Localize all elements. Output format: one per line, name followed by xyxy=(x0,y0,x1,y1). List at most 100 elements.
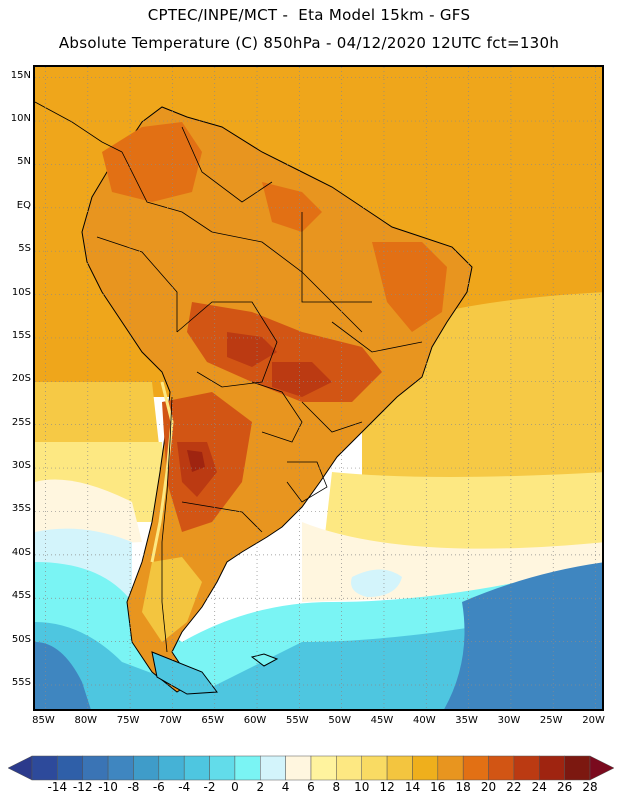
border-argentina-provinces xyxy=(181,501,263,533)
colorbar-tick-label: 24 xyxy=(531,780,547,794)
lon-tick-label: 45W xyxy=(370,715,394,726)
lat-tick-label: 5N xyxy=(17,156,31,168)
lat-tick-label: 50S xyxy=(11,633,31,645)
colorbar-tick-label: -12 xyxy=(72,780,93,794)
colorbar-swatch xyxy=(361,755,388,781)
colorbar-tick-label: -14 xyxy=(47,780,68,794)
land-cool-tierra-del-fuego xyxy=(151,651,218,695)
colorbar-tick-label: 2 xyxy=(256,780,265,794)
land-hot-north xyxy=(102,122,202,202)
lat-tick-label: 5S xyxy=(18,243,31,255)
border-argentina-chile xyxy=(161,396,173,653)
lat-tick-label: 30S xyxy=(11,460,31,472)
ocean-band-coldest-west xyxy=(35,642,91,709)
land-hottest-central xyxy=(227,332,277,367)
colorbar-tick-label: 6 xyxy=(307,780,315,794)
land-peak-chaco xyxy=(187,450,205,472)
colorbar-swatch xyxy=(488,755,515,781)
colorbar-swatch xyxy=(513,755,540,781)
colorbar-tick-label: 4 xyxy=(281,780,290,794)
colorbar-tick-label: 18 xyxy=(455,780,471,794)
lon-tick-label: 25W xyxy=(539,715,563,726)
map-title: CPTEC/INPE/MCT - Eta Model 15km - GFS xyxy=(147,6,471,24)
ocean-cold-patch-south-atlantic xyxy=(351,569,402,597)
colorbar-tick-label: -2 xyxy=(203,780,216,794)
colorbar-swatch xyxy=(386,755,413,781)
lon-tick-label: 75W xyxy=(116,715,140,726)
lon-tick-label: 35W xyxy=(455,715,478,726)
colorbar-tick-label: 28 xyxy=(582,780,598,794)
colorbar-tick-label: 10 xyxy=(354,780,370,794)
colorbar-swatch xyxy=(336,755,362,781)
border-brazil-states-2 xyxy=(331,321,423,353)
lon-tick-label: 30W xyxy=(497,715,521,726)
colorbar-tick-label: -10 xyxy=(98,780,118,794)
colorbar-tick-label: -8 xyxy=(127,780,140,794)
colorbar-over-arrow xyxy=(589,755,615,781)
lon-tick-label: 85W xyxy=(32,715,55,726)
lon-tick-label: 65W xyxy=(201,715,225,726)
colorbar-tick-label: 26 xyxy=(556,780,573,794)
lon-tick-label: 70W xyxy=(159,715,182,726)
lat-tick-label: 15S xyxy=(11,329,31,341)
lat-tick-label: 10N xyxy=(10,113,31,125)
map-frame xyxy=(33,65,604,711)
colorbar-swatch xyxy=(310,755,337,781)
lat-tick-label: 45S xyxy=(11,590,31,602)
colorbar-swatch xyxy=(107,755,134,781)
colorbar-tick-label: 16 xyxy=(430,780,446,794)
map-subtitle: Absolute Temperature (C) 850hPa - 04/12/… xyxy=(58,34,560,52)
lon-tick-label: 40W xyxy=(412,715,436,726)
colorbar-swatch xyxy=(260,755,286,781)
colorbar-tick-label: -4 xyxy=(178,780,191,794)
land-hot-central xyxy=(187,302,382,402)
lat-tick-label: 20S xyxy=(11,373,31,385)
lat-tick-label: 25S xyxy=(11,416,31,428)
colorbar-tick-label: 20 xyxy=(480,780,497,794)
ocean-band-coldest-east xyxy=(444,562,602,709)
border-colombia xyxy=(121,151,213,233)
colorbar-swatch xyxy=(158,755,185,781)
colorbar-under-arrow xyxy=(7,755,33,781)
colorbar-swatch xyxy=(462,755,489,781)
border-peru xyxy=(96,236,178,332)
lon-tick-label: 55W xyxy=(286,715,309,726)
lon-tick-label: 50W xyxy=(328,715,351,726)
colorbar-tick-label: -6 xyxy=(152,780,165,794)
border-brazil-states-3 xyxy=(301,401,363,433)
colorbar-swatch xyxy=(183,755,210,781)
lon-tick-label: 60W xyxy=(243,715,267,726)
lat-tick-label: 55S xyxy=(11,676,31,688)
colorbar-swatch xyxy=(564,755,591,781)
colorbar xyxy=(7,755,615,781)
ocean-band-temperate-east xyxy=(322,472,602,562)
temperature-map xyxy=(35,67,602,709)
border-bolivia xyxy=(176,301,278,388)
colorbar-swatch xyxy=(82,755,109,781)
lat-tick-label: 40S xyxy=(11,546,31,558)
colorbar-swatch xyxy=(133,755,160,781)
colorbar-swatch xyxy=(412,755,439,781)
colorbar-tick-label: 14 xyxy=(404,780,421,794)
ocean-band-north-east xyxy=(332,67,602,187)
land-hot-amazon xyxy=(262,182,322,232)
colorbar-tick-label: 12 xyxy=(379,780,395,794)
lat-tick-label: 35S xyxy=(11,503,31,515)
border-uruguay xyxy=(286,461,328,503)
border-central-america xyxy=(35,101,123,153)
lat-tick-label: 15N xyxy=(10,69,31,81)
lat-tick-label: 10S xyxy=(11,286,31,298)
land-hottest-pantanal xyxy=(272,362,332,397)
colorbar-swatch xyxy=(539,755,565,781)
continent-field xyxy=(81,106,473,695)
colorbar-tick-label: 0 xyxy=(231,780,239,794)
land-warm-patagonia xyxy=(142,557,202,642)
land-andes-coast xyxy=(150,381,174,563)
land-hot-northeast xyxy=(372,242,447,332)
colorbar-swatch xyxy=(57,755,83,781)
colorbar-swatch xyxy=(437,755,464,781)
colorbar-swatch xyxy=(285,755,312,781)
colorbar-swatch xyxy=(31,755,58,781)
lat-tick-label: EQ xyxy=(16,199,31,211)
falkland-islands xyxy=(250,653,279,667)
